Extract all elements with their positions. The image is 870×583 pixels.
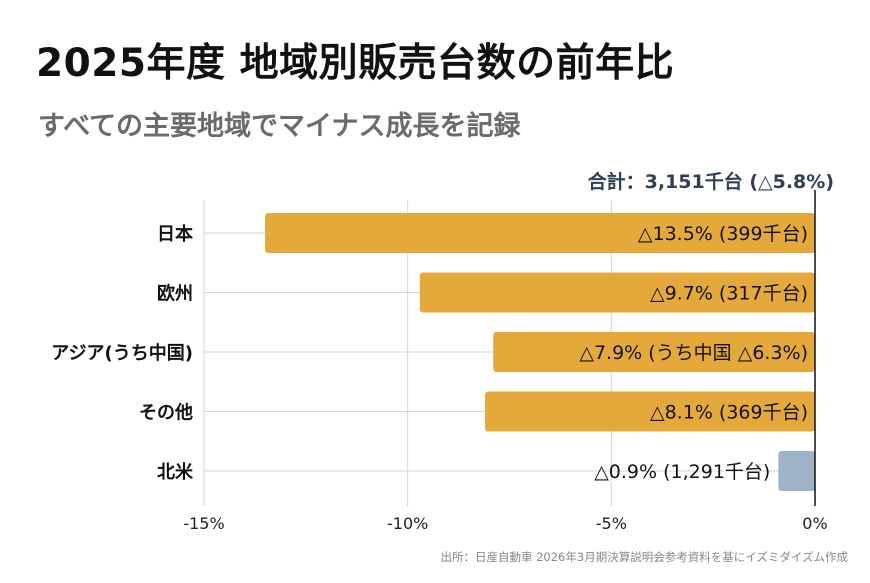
x-tick-label: -10% [387,514,428,533]
data-label: △8.1% (369千台) [650,402,808,424]
bar [419,272,815,313]
bar [493,332,815,372]
bar [778,451,815,491]
data-label: △7.9% (うち中国 △6.3%) [579,342,808,364]
category-label: 北米 [157,461,194,483]
chart-subtitle: すべての主要地域でマイナス成長を記録 [38,111,521,142]
source-note: 出所：日産自動車 2026年3月期決算説明会参考資料を基にイズミダイズム作成 [440,550,848,564]
category-label: 日本 [157,223,193,245]
x-tick-label: -15% [183,514,224,533]
data-label: △0.9% (1,291千台) [594,461,770,483]
category-label: アジア(うち中国) [51,342,193,364]
x-tick-label: -5% [596,514,627,533]
category-label: 欧州 [157,283,193,305]
x-tick-label: 0% [802,514,827,533]
chart-title: 2025年度 地域別販売台数の前年比 [36,41,675,86]
total-label: 合計：3,151千台 (△5.8%) [587,171,834,193]
bar [265,213,816,253]
category-label: その他 [139,402,193,424]
data-label: △9.7% (317千台) [650,283,808,305]
bar [485,391,815,432]
data-label: △13.5% (399千台) [638,223,808,245]
